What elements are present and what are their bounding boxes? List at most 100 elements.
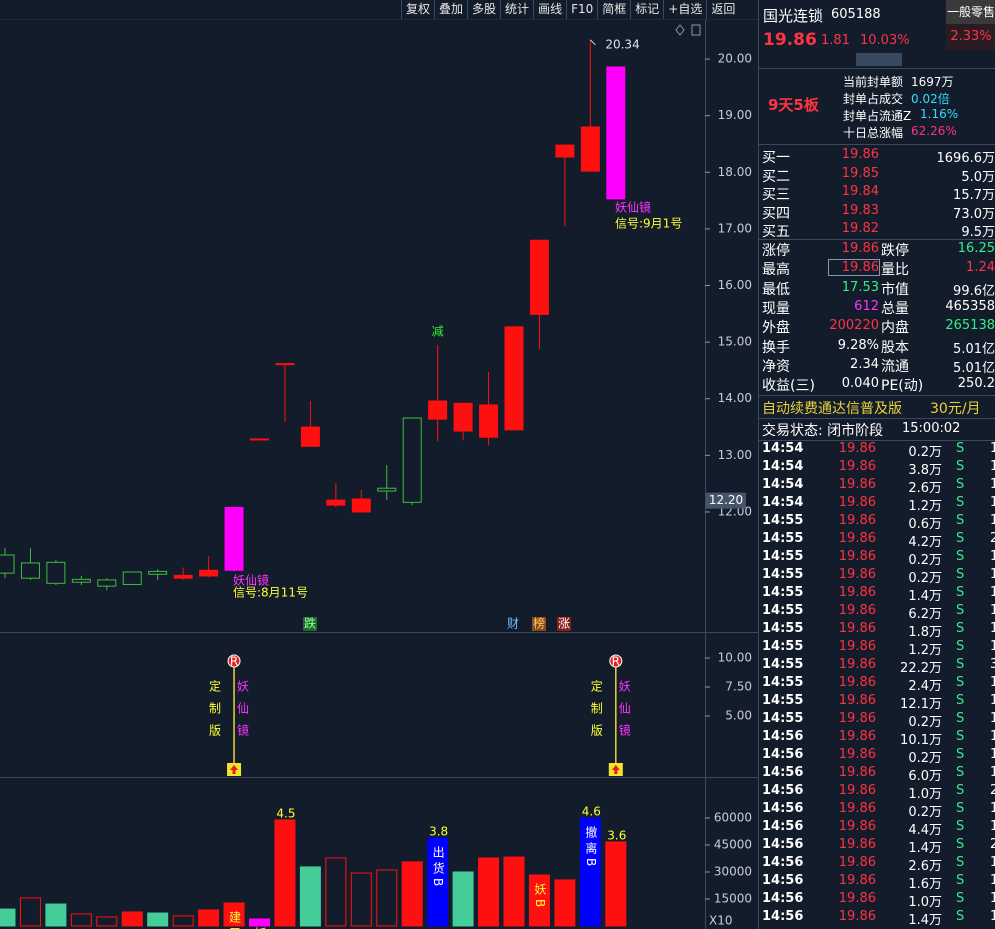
y-tick-label: 30000: [714, 864, 752, 878]
trade-side: S: [956, 747, 965, 762]
trade-volume: 0.2万: [908, 553, 942, 568]
signal-right-text: 妖仙镜: [617, 680, 631, 746]
toolbar-button[interactable]: 返回: [706, 0, 739, 19]
candle-body: [555, 144, 575, 158]
y-tick-label: 19.00: [718, 108, 752, 122]
y-tick-label: 60000: [714, 810, 752, 824]
trade-volume: 1.4万: [908, 913, 942, 928]
trade-time: 14:56: [762, 729, 804, 744]
stat-value: 17.53: [841, 279, 879, 295]
trade-time: 14:56: [762, 855, 804, 870]
volume-bar: [198, 909, 220, 927]
trade-time: 14:55: [762, 675, 804, 690]
trade-volume: 1.2万: [908, 643, 942, 658]
toolbar-button[interactable]: F10: [566, 0, 597, 19]
trade-price: 19.86: [838, 855, 876, 870]
volume-bar: [121, 911, 143, 927]
trade-count: 2: [990, 783, 995, 798]
trade-price: 19.86: [838, 801, 876, 816]
trade-price: 19.86: [838, 441, 876, 456]
signal-marker: [227, 654, 241, 668]
toolbar-button[interactable]: 简框: [597, 0, 630, 19]
trade-price: 19.86: [838, 747, 876, 762]
volume-bar: [503, 856, 525, 927]
trade-side: S: [956, 531, 965, 546]
bid-volume: 1696.6万: [936, 151, 995, 166]
trade-side: S: [956, 549, 965, 564]
trade-side: S: [956, 639, 965, 654]
trade-time: 14:55: [762, 585, 804, 600]
trade-side: S: [956, 567, 965, 582]
trade-time: 14:54: [762, 441, 804, 456]
trade-price: 19.86: [838, 639, 876, 654]
y-tick-label: 10.00: [718, 651, 752, 665]
volume-bar: [0, 908, 16, 927]
trade-price: 19.86: [838, 531, 876, 546]
stat-label: 净资: [762, 358, 790, 375]
trade-volume: 0.2万: [908, 751, 942, 766]
promo-text[interactable]: 自动续费通达信普及版: [762, 401, 902, 417]
trade-side: S: [956, 459, 965, 474]
seal-value: 62.26%: [911, 124, 957, 138]
trade-price: 19.86: [838, 711, 876, 726]
trade-side: S: [956, 603, 965, 618]
stat-label: PE(动): [881, 378, 924, 395]
industry[interactable]: 一般零售: [946, 0, 995, 24]
trade-side: S: [956, 783, 965, 798]
trade-side: S: [956, 693, 965, 708]
trade-side: S: [956, 477, 965, 492]
toolbar-button[interactable]: 统计: [500, 0, 533, 19]
trade-volume: 3.8万: [908, 463, 942, 478]
toolbar: 复权 叠加 多股 统计 画线 F10 简框 标记 +自选 返回: [401, 0, 739, 19]
trade-time: 14:55: [762, 603, 804, 618]
signal-left-text: 定制版: [589, 679, 603, 746]
candle-body: [428, 400, 448, 420]
volume-bar: [96, 916, 118, 927]
stat-value: 265138: [945, 318, 995, 334]
trade-count: 1: [990, 819, 995, 834]
toolbar-button[interactable]: 复权: [401, 0, 434, 19]
trade-volume: 1.4万: [908, 589, 942, 604]
trade-volume: 4.4万: [908, 823, 942, 838]
candle-body: [199, 569, 219, 577]
trade-time: 14:56: [762, 783, 804, 798]
trade-count: 1: [990, 441, 995, 456]
seal-value: 1697万: [911, 75, 954, 89]
volume-bar: [579, 817, 601, 927]
bid-price: 19.83: [841, 202, 879, 218]
candle-body: [351, 498, 371, 513]
trade-volume: 0.6万: [908, 517, 942, 532]
toolbar-button[interactable]: 多股: [467, 0, 500, 19]
signal-right-text: 妖仙镜: [236, 680, 250, 746]
candle-body: [504, 326, 524, 431]
volume-bar: [478, 857, 500, 927]
trade-price: 19.86: [838, 675, 876, 690]
limit-streak: 9天5板: [768, 96, 819, 114]
candle-body: [20, 562, 40, 579]
trade-side: S: [956, 837, 965, 852]
trade-count: 1: [990, 567, 995, 582]
trade-count: 1: [990, 603, 995, 618]
seal-label: 当前封单额: [843, 75, 904, 89]
trade-time: 14:55: [762, 531, 804, 546]
toolbar-button[interactable]: 标记: [630, 0, 663, 19]
trade-price: 19.86: [838, 837, 876, 852]
trade-side: S: [956, 513, 965, 528]
collapse-button[interactable]: [856, 53, 902, 66]
volume-bar: [554, 879, 576, 927]
trade-price: 19.86: [838, 549, 876, 564]
signal-name: 妖仙镜: [233, 573, 269, 588]
toolbar-button[interactable]: 画线: [533, 0, 566, 19]
candle-body: [402, 417, 422, 503]
y-tick-label: 16.00: [718, 278, 752, 292]
divider: [759, 239, 995, 240]
candle-body: [453, 402, 473, 432]
toolbar-button[interactable]: +自选: [663, 0, 706, 19]
stat-value: 19.86: [828, 259, 880, 277]
toolbar-button[interactable]: 叠加: [434, 0, 467, 19]
stat-label: 外盘: [762, 320, 790, 337]
bid-volume: 5.0万: [961, 169, 995, 185]
trade-count: 1: [990, 675, 995, 690]
signal-date: 信号:8月11号: [233, 586, 308, 600]
trade-volume: 0.2万: [908, 571, 942, 586]
